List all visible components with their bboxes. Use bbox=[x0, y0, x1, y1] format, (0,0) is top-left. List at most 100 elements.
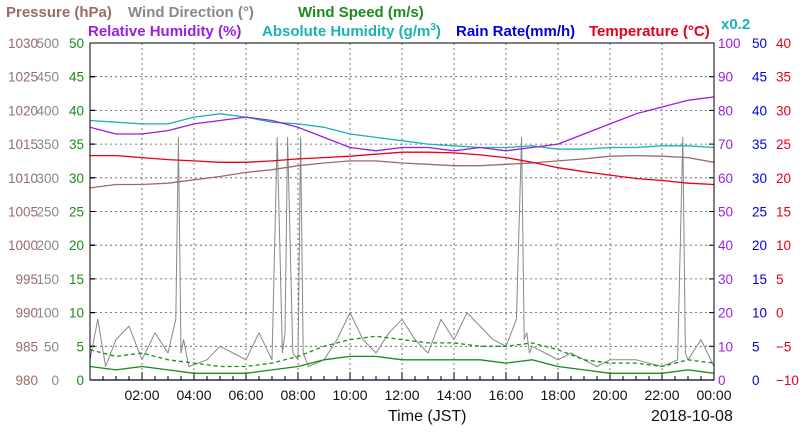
temperature-tick-label: −5 bbox=[776, 339, 791, 354]
wind-speed-tick-label: 40 bbox=[69, 103, 84, 118]
wind-speed-tick-label: 0 bbox=[76, 373, 84, 388]
humidity-tick-label: 20 bbox=[718, 306, 733, 321]
x-tick-label: 16:00 bbox=[488, 387, 523, 403]
pressure-tick-label: 985 bbox=[15, 339, 38, 354]
wind-speed-tick-label: 10 bbox=[69, 306, 84, 321]
x-tick-label: 02:00 bbox=[124, 387, 159, 403]
abs-humidity-line bbox=[89, 113, 715, 150]
x-tick-label: 12:00 bbox=[384, 387, 419, 403]
humidity-tick-label: 60 bbox=[718, 171, 733, 186]
rain-rate-tick-label: 20 bbox=[752, 238, 767, 253]
temperature-tick-label: 20 bbox=[776, 171, 791, 186]
rain-rate-tick-label: 30 bbox=[752, 171, 767, 186]
rain-rate-tick-label: 50 bbox=[752, 36, 767, 51]
x-tick-label: 00:00 bbox=[696, 387, 731, 403]
pressure-tick-label: 1010 bbox=[8, 171, 38, 186]
rain-rate-tick-label: 15 bbox=[752, 272, 767, 287]
rain-rate-tick-label: 0 bbox=[752, 373, 760, 388]
pressure-line bbox=[89, 154, 715, 189]
humidity-tick-label: 50 bbox=[718, 205, 733, 220]
x-tick-label: 06:00 bbox=[228, 387, 263, 403]
left-axes: 9809859909951000100510101015102010251030… bbox=[8, 36, 95, 388]
rain-rate-tick-label: 35 bbox=[752, 137, 767, 152]
temperature-tick-label: 15 bbox=[776, 205, 791, 220]
wind-direction-title: Wind Direction (°) bbox=[128, 4, 254, 21]
rain-rate-tick-label: 25 bbox=[752, 205, 767, 220]
x-tick-label: 20:00 bbox=[592, 387, 627, 403]
wind-speed-tick-label: 50 bbox=[69, 36, 84, 51]
temperature-tick-label: 40 bbox=[776, 36, 791, 51]
abs-humidity-title: Absolute Humidity (g/m3) bbox=[262, 22, 441, 40]
wind-direction-line bbox=[89, 136, 715, 367]
x-axis-label: Time (JST) bbox=[388, 408, 467, 425]
temperature-tick-label: 10 bbox=[776, 238, 791, 253]
humidity-title: Relative Humidity (%) bbox=[88, 23, 241, 40]
humidity-tick-label: 40 bbox=[718, 238, 733, 253]
temperature-tick-label: 30 bbox=[776, 103, 791, 118]
wind-direction-tick-label: 250 bbox=[36, 205, 59, 220]
rain-rate-title: Rain Rate(mm/h) bbox=[456, 23, 575, 40]
wind-direction-tick-label: 100 bbox=[36, 306, 59, 321]
x-tick-label: 14:00 bbox=[436, 387, 471, 403]
rain-rate-tick-label: 10 bbox=[752, 306, 767, 321]
wind-direction-tick-label: 50 bbox=[44, 339, 59, 354]
pressure-tick-label: 1030 bbox=[8, 36, 38, 51]
wind-speed-line-solid bbox=[89, 355, 715, 374]
humidity-tick-label: 0 bbox=[718, 373, 726, 388]
pressure-tick-label: 990 bbox=[15, 306, 38, 321]
temperature-tick-label: 5 bbox=[776, 272, 784, 287]
temperature-tick-label: 25 bbox=[776, 137, 791, 152]
wind-direction-tick-label: 450 bbox=[36, 70, 59, 85]
x-axis: 02:00 04:00 06:00 08:00 10:00 12:00 14:00 16:00… bbox=[89, 372, 732, 403]
date-label: 2018-10-08 bbox=[651, 408, 733, 425]
humidity-tick-label: 30 bbox=[718, 272, 733, 287]
pressure-tick-label: 980 bbox=[15, 373, 38, 388]
x-tick-label: 04:00 bbox=[176, 387, 211, 403]
wind-speed-tick-label: 25 bbox=[69, 205, 84, 220]
pressure-tick-label: 1005 bbox=[8, 205, 38, 220]
temperature-tick-label: −10 bbox=[776, 373, 799, 388]
wind-speed-tick-label: 45 bbox=[69, 70, 84, 85]
wind-speed-tick-label: 35 bbox=[69, 137, 84, 152]
pressure-tick-label: 1015 bbox=[8, 137, 38, 152]
humidity-tick-label: 100 bbox=[718, 36, 741, 51]
plot-frame bbox=[89, 42, 715, 381]
pressure-tick-label: 1025 bbox=[8, 70, 38, 85]
wind-speed-tick-label: 15 bbox=[69, 272, 84, 287]
humidity-tick-label: 80 bbox=[718, 103, 733, 118]
rain-rate-tick-label: 45 bbox=[752, 70, 767, 85]
right-axes: 0102030405060708090100051015202530354045… bbox=[709, 36, 799, 388]
grid bbox=[90, 43, 714, 380]
temperature-tick-label: 0 bbox=[776, 306, 784, 321]
wind-direction-tick-label: 0 bbox=[51, 373, 59, 388]
x-tick-label: 22:00 bbox=[644, 387, 679, 403]
wind-direction-tick-label: 400 bbox=[36, 103, 59, 118]
pressure-tick-label: 995 bbox=[15, 272, 38, 287]
pressure-tick-label: 1020 bbox=[8, 103, 38, 118]
rain-rate-tick-label: 40 bbox=[752, 103, 767, 118]
temperature-line bbox=[90, 151, 715, 186]
humidity-line bbox=[89, 96, 715, 152]
wind-direction-tick-label: 150 bbox=[36, 272, 59, 287]
wind-direction-tick-label: 350 bbox=[36, 137, 59, 152]
pressure-title: Pressure (hPa) bbox=[6, 4, 112, 21]
humidity-tick-label: 90 bbox=[718, 70, 733, 85]
humidity-tick-label: 10 bbox=[718, 339, 733, 354]
wind-direction-tick-label: 500 bbox=[36, 36, 59, 51]
abs-humidity-scale-note: x0.2 bbox=[721, 16, 750, 33]
x-tick-label: 08:00 bbox=[280, 387, 315, 403]
x-tick-label: 10:00 bbox=[332, 387, 367, 403]
temperature-tick-label: 35 bbox=[776, 70, 791, 85]
rain-rate-tick-label: 5 bbox=[752, 339, 760, 354]
humidity-tick-label: 70 bbox=[718, 137, 733, 152]
x-tick-label: 18:00 bbox=[540, 387, 575, 403]
wind-speed-tick-label: 5 bbox=[76, 339, 84, 354]
wind-speed-line-dashed bbox=[89, 335, 715, 368]
temperature-title: Temperature (°C) bbox=[589, 23, 710, 40]
wind-direction-tick-label: 200 bbox=[36, 238, 59, 253]
wind-speed-tick-label: 30 bbox=[69, 171, 84, 186]
wind-speed-tick-label: 20 bbox=[69, 238, 84, 253]
wind-direction-tick-label: 300 bbox=[36, 171, 59, 186]
pressure-tick-label: 1000 bbox=[8, 238, 38, 253]
